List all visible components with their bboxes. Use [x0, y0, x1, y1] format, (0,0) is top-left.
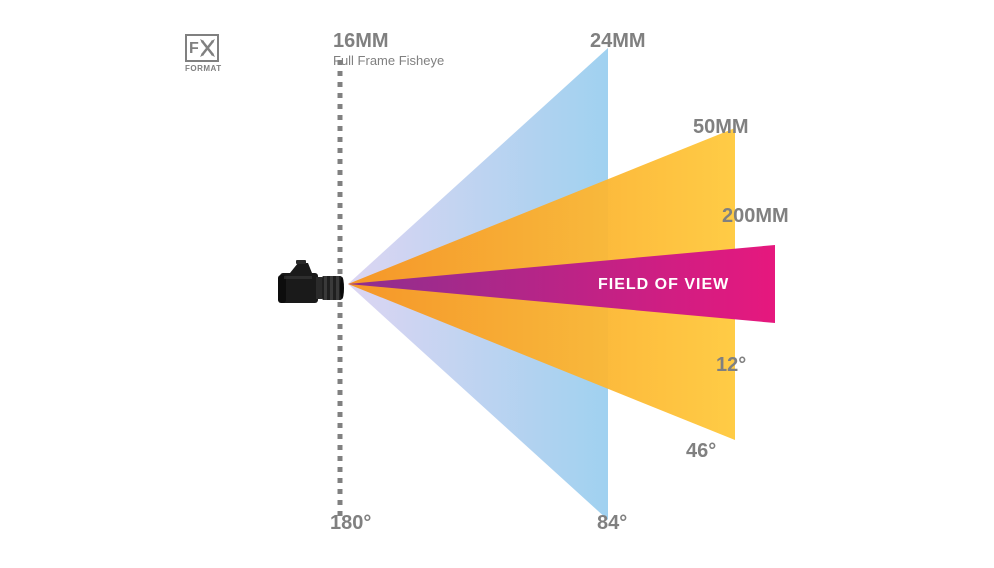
field-of-view-text: FIELD OF VIEW [598, 276, 729, 294]
label-16mm-sub: Full Frame Fisheye [333, 53, 444, 68]
label-16mm: 16MM Full Frame Fisheye [333, 30, 444, 68]
label-84deg: 84° [597, 512, 627, 535]
label-24mm: 24MM [590, 30, 646, 53]
label-46deg: 46° [686, 440, 716, 463]
label-12deg: 12° [716, 354, 746, 377]
fov-diagram [0, 0, 994, 568]
label-200mm: 200MM [722, 205, 789, 228]
label-16mm-text: 16MM [333, 30, 444, 53]
label-180deg: 180° [330, 512, 371, 535]
label-50mm: 50MM [693, 116, 749, 139]
camera-icon [278, 259, 344, 309]
